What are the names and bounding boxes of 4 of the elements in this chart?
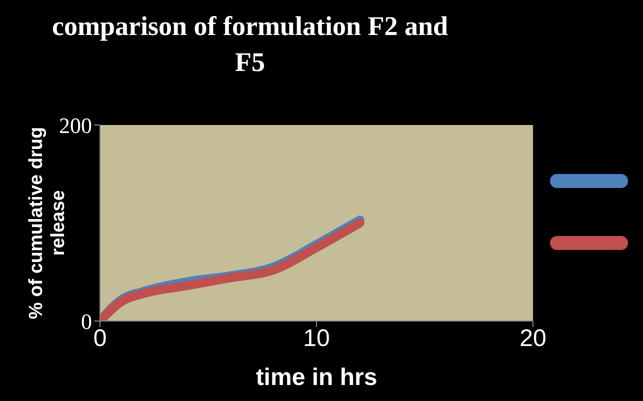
- x-tick-label: 20: [520, 325, 546, 352]
- x-axis-title: time in hrs: [256, 364, 378, 391]
- chart-title: comparison of formulation F2 and F5: [50, 10, 449, 79]
- x-tick-label: 10: [303, 325, 330, 352]
